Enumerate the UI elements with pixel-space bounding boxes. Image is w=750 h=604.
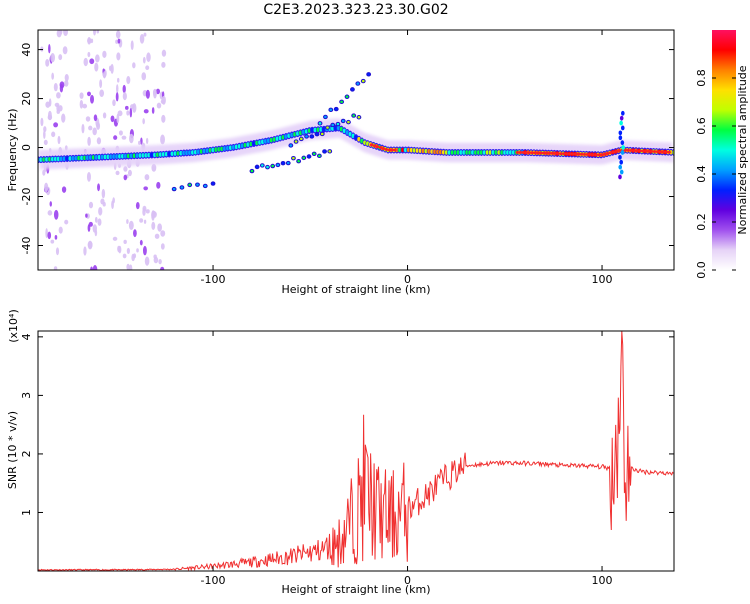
spectrogram-xtick-label: 0 — [404, 273, 411, 286]
snr-ytick-label: 4 — [20, 333, 33, 340]
spectrogram-frame — [37, 29, 675, 271]
spectrogram-xtick-label: -100 — [201, 273, 226, 286]
snr-ytick-label: 3 — [20, 392, 33, 399]
colorbar-tick-label: 0.8 — [695, 69, 708, 87]
spectrogram-ylabel: Frequency (Hz) — [6, 109, 19, 192]
snr-ylabel: SNR (10 * v/v) — [6, 411, 19, 489]
spectrogram-ytick-label: 0 — [20, 144, 33, 151]
snr-exponent: (x10⁴) — [7, 309, 20, 343]
colorbar-tick-label: 0.2 — [695, 213, 708, 231]
colorbar-tick-label: 0.4 — [695, 165, 708, 183]
spectrogram-ytick-label: -20 — [20, 188, 33, 206]
snr-xtick-label: -100 — [201, 574, 226, 587]
spectrogram-xlabel: Height of straight line (km) — [281, 283, 430, 296]
spectrogram-ridge — [38, 72, 674, 192]
snr-xtick-label: 100 — [592, 574, 613, 587]
spectrogram-ytick-label: 40 — [20, 43, 33, 57]
snr-ytick-label: 2 — [20, 450, 33, 457]
colorbar-gradient — [712, 30, 736, 270]
snr-xlabel: Height of straight line (km) — [281, 583, 430, 596]
snr-ytick-label: 1 — [20, 509, 33, 516]
spectrogram-xtick-label: 100 — [592, 273, 613, 286]
colorbar-tick-label: 0.6 — [695, 117, 708, 135]
spectrogram-ytick-label: 20 — [20, 92, 33, 106]
spectrogram-halo — [38, 118, 674, 170]
colorbar: 0.0 0.2 0.4 0.6 0.8 Normalized spectral ampl… — [695, 30, 749, 279]
colorbar-label: Normalized spectral amplitude — [736, 65, 749, 234]
snr-xtick-label: 0 — [404, 574, 411, 587]
colorbar-tick-label: 0.0 — [695, 261, 708, 279]
figure-title: C2E3.2023.323.23.30.G02 — [263, 2, 448, 18]
spectrogram-panel: -100 0 100 40 20 0 -20 -40 Height of straight … — [6, 29, 675, 296]
snr-frame — [37, 330, 675, 572]
spectrogram-ytick-label: -40 — [20, 237, 33, 255]
snr-panel: -100 0 100 1 2 3 4 Height of straight line (k… — [6, 309, 675, 596]
snr-line — [38, 331, 674, 571]
